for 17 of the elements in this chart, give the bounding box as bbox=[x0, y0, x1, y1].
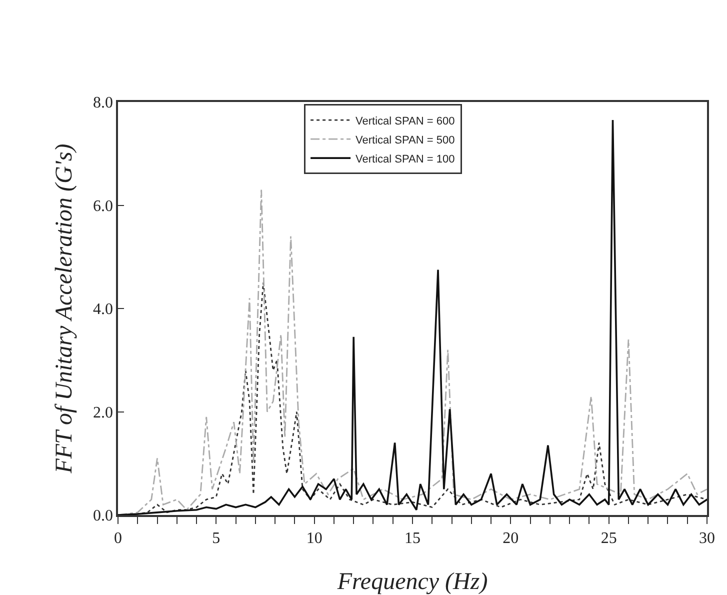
x-tick-label: 5 bbox=[212, 530, 220, 547]
y-tick-label: 4.0 bbox=[93, 301, 114, 318]
y-tick-label: 8.0 bbox=[93, 94, 114, 112]
legend-label: Vertical SPAN = 500 bbox=[356, 134, 455, 146]
x-tick-label: 15 bbox=[404, 530, 420, 547]
y-axis-title: FFT of Unitary Acceleration (G's) bbox=[52, 144, 78, 474]
x-tick-label: 0 bbox=[114, 530, 122, 547]
y-tick-label: 0.0 bbox=[93, 508, 114, 525]
x-tick-label: 20 bbox=[502, 530, 519, 547]
legend-label: Vertical SPAN = 600 bbox=[356, 115, 455, 128]
x-tick-label: 25 bbox=[600, 530, 617, 547]
y-tick-label: 2.0 bbox=[93, 404, 114, 422]
x-axis-title: Frequency (Hz) bbox=[336, 569, 488, 595]
y-tick-label: 6.0 bbox=[93, 198, 114, 215]
x-tick-label: 30 bbox=[699, 530, 715, 547]
x-tick-label: 10 bbox=[306, 530, 322, 547]
legend-label: Vertical SPAN = 100 bbox=[356, 153, 455, 166]
